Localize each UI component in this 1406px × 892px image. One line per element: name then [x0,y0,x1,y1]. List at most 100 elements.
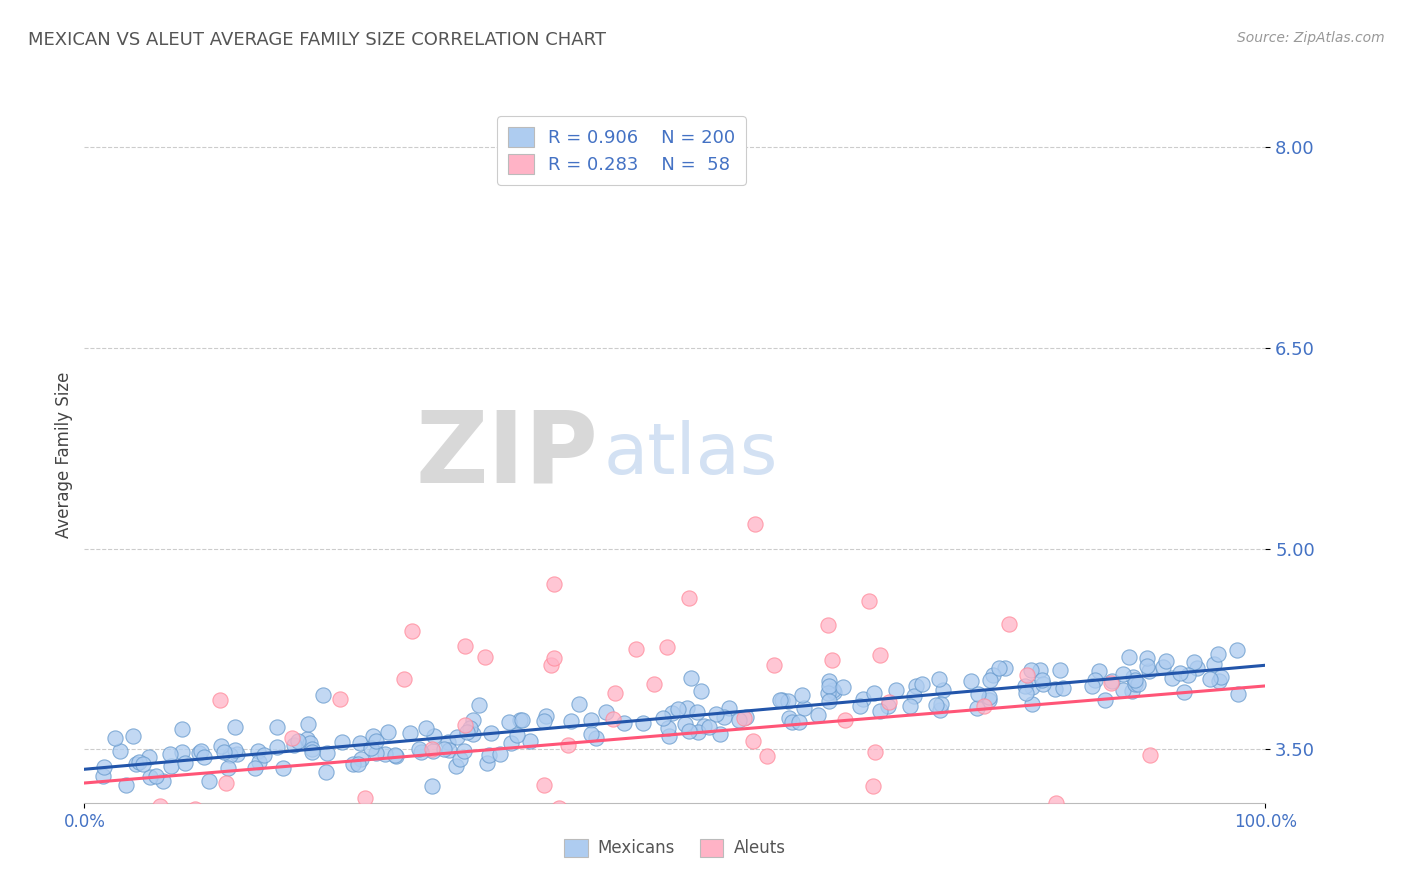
Point [560,714,582,728]
Point [347,756,370,771]
Point [1208,648,1230,662]
Point [477,748,499,763]
Point [904,679,927,693]
Point [114,778,136,792]
Point [513,841,536,855]
Point [461,726,484,740]
Point [1161,671,1184,685]
Point [152,773,174,788]
Point [193,749,215,764]
Point [778,694,800,708]
Text: MEXICAN VS ALEUT AVERAGE FAMILY SIZE CORRELATION CHART: MEXICAN VS ALEUT AVERAGE FAMILY SIZE COR… [28,31,606,49]
Point [685,706,707,720]
Point [973,699,995,714]
Point [461,713,484,727]
Point [420,779,443,793]
Point [422,744,444,758]
Point [498,715,520,730]
Point [121,730,143,744]
Point [444,759,467,773]
Point [246,743,269,757]
Point [602,713,624,727]
Point [301,745,323,759]
Point [454,639,477,653]
Point [159,747,181,762]
Point [1087,664,1109,678]
Point [519,733,541,747]
Point [676,700,699,714]
Point [474,649,496,664]
Point [780,714,803,729]
Point [132,757,155,772]
Point [1032,677,1054,691]
Point [852,692,875,706]
Point [818,674,841,689]
Point [817,686,839,700]
Point [125,756,148,771]
Point [420,741,443,756]
Point [755,749,778,764]
Point [727,714,749,728]
Point [821,682,844,697]
Point [673,717,696,731]
Point [316,746,339,760]
Point [1227,688,1250,702]
Point [790,689,813,703]
Point [778,711,800,725]
Point [329,692,352,706]
Point [658,729,681,743]
Point [1049,663,1071,677]
Point [509,713,531,727]
Point [104,731,127,746]
Point [209,739,232,753]
Point [1118,650,1140,665]
Point [987,661,1010,675]
Point [468,698,491,713]
Point [898,699,921,714]
Point [977,690,1000,704]
Point [789,715,811,730]
Point [744,517,766,532]
Point [793,700,815,714]
Point [330,735,353,749]
Point [1128,676,1150,690]
Point [823,685,845,699]
Point [330,818,353,832]
Point [557,738,579,752]
Point [1123,673,1146,688]
Point [678,591,700,605]
Point [266,720,288,734]
Point [446,730,468,744]
Point [128,755,150,769]
Point [543,577,565,591]
Point [692,719,714,733]
Point [863,686,886,700]
Point [884,682,907,697]
Point [510,713,533,727]
Point [217,761,239,775]
Point [312,688,335,702]
Point [733,711,755,725]
Text: ZIP: ZIP [415,407,598,503]
Point [533,714,555,728]
Point [160,759,183,773]
Point [342,757,364,772]
Point [928,672,950,686]
Point [301,741,323,756]
Point [766,890,789,892]
Point [366,746,388,760]
Point [392,672,415,686]
Point [506,852,529,866]
Point [690,684,713,698]
Point [681,671,703,685]
Point [579,713,602,727]
Point [1014,679,1036,693]
Point [709,727,731,741]
Point [806,707,828,722]
Point [1017,668,1039,682]
Point [1112,682,1135,697]
Point [1152,660,1174,674]
Point [568,698,591,712]
Point [869,648,891,662]
Point [929,703,952,717]
